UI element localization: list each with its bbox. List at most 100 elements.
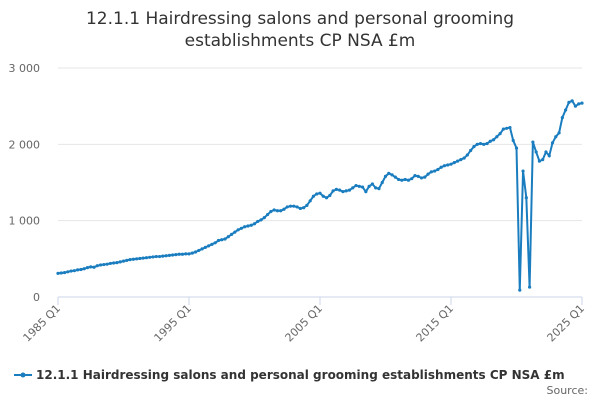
data-point xyxy=(485,141,489,146)
data-point xyxy=(505,126,509,130)
data-point xyxy=(459,158,463,162)
data-point xyxy=(174,253,178,257)
data-point xyxy=(442,164,447,168)
data-point xyxy=(249,223,253,227)
data-point xyxy=(403,177,407,182)
data-point xyxy=(462,156,466,160)
data-point xyxy=(419,176,424,180)
data-point xyxy=(92,265,96,269)
data-point xyxy=(334,187,338,191)
data-point xyxy=(76,268,80,272)
data-point xyxy=(311,194,316,198)
data-point xyxy=(550,141,555,145)
data-point xyxy=(223,237,227,241)
data-point xyxy=(406,178,411,182)
x-tick-label: 2015 Q1 xyxy=(414,302,457,345)
data-point xyxy=(357,184,361,188)
data-point xyxy=(324,196,329,200)
data-point xyxy=(498,132,502,136)
data-point xyxy=(518,288,522,292)
data-point xyxy=(567,100,571,104)
data-point xyxy=(79,267,83,272)
data-point xyxy=(167,253,171,257)
data-point xyxy=(423,175,427,179)
data-point xyxy=(285,205,289,209)
data-point xyxy=(210,242,214,246)
x-tick-label: 1985 Q1 xyxy=(21,302,64,345)
source: Source: xyxy=(547,384,589,397)
data-point xyxy=(573,104,578,108)
data-point xyxy=(475,142,479,146)
data-point xyxy=(491,138,496,142)
data-point xyxy=(207,244,211,248)
data-point xyxy=(72,269,76,273)
data-point xyxy=(331,189,335,193)
data-point xyxy=(187,252,191,256)
data-point xyxy=(318,191,322,195)
data-point xyxy=(455,159,460,163)
data-point xyxy=(82,267,86,271)
data-point xyxy=(511,138,515,143)
data-point xyxy=(288,204,293,208)
data-point xyxy=(233,230,237,234)
data-point xyxy=(171,253,175,257)
data-point xyxy=(537,159,542,163)
data-point xyxy=(528,285,532,289)
data-point xyxy=(118,260,122,264)
data-point xyxy=(478,141,483,146)
data-point xyxy=(298,206,302,211)
data-point xyxy=(229,232,234,237)
data-point xyxy=(190,251,194,255)
data-point xyxy=(429,170,433,174)
data-point xyxy=(128,257,132,262)
data-point xyxy=(135,257,139,261)
data-point xyxy=(252,222,257,226)
data-point xyxy=(521,169,525,173)
data-point xyxy=(148,255,152,259)
data-point xyxy=(452,161,456,165)
data-point xyxy=(501,127,505,131)
data-point xyxy=(203,245,207,249)
data-point xyxy=(98,263,103,267)
data-point xyxy=(514,146,519,150)
data-point xyxy=(351,186,355,190)
data-point xyxy=(125,258,129,262)
data-point xyxy=(469,148,473,153)
y-tick-label: 2 000 xyxy=(9,138,41,151)
data-point xyxy=(180,252,185,256)
data-point xyxy=(449,162,453,166)
data-point xyxy=(89,265,93,269)
data-point xyxy=(151,255,155,259)
data-point xyxy=(531,140,535,144)
data-point xyxy=(554,135,558,139)
data-point xyxy=(259,218,263,222)
data-point xyxy=(112,261,116,265)
data-point xyxy=(364,190,368,194)
data-point xyxy=(292,204,296,208)
data-point xyxy=(108,261,112,266)
data-point xyxy=(426,172,430,176)
data-point xyxy=(482,142,486,146)
data-point xyxy=(544,150,548,154)
data-point xyxy=(193,250,198,254)
chart-title: 12.1.1 Hairdressing salons and personal … xyxy=(86,9,514,51)
data-point xyxy=(387,171,391,175)
data-point xyxy=(383,174,388,178)
data-point xyxy=(472,145,476,149)
legend-label: 12.1.1 Hairdressing salons and personal … xyxy=(36,368,565,382)
data-point xyxy=(85,266,90,270)
data-point xyxy=(393,175,397,179)
data-point xyxy=(157,254,162,259)
data-point xyxy=(282,207,286,211)
data-point xyxy=(226,235,230,239)
x-tick-label: 1995 Q1 xyxy=(152,302,195,345)
data-point xyxy=(115,261,119,265)
data-point xyxy=(315,192,319,196)
data-point xyxy=(279,209,283,213)
data-point xyxy=(256,219,260,224)
data-point xyxy=(433,169,437,173)
data-point xyxy=(121,259,126,263)
data-point xyxy=(302,206,306,210)
data-point xyxy=(354,183,358,188)
